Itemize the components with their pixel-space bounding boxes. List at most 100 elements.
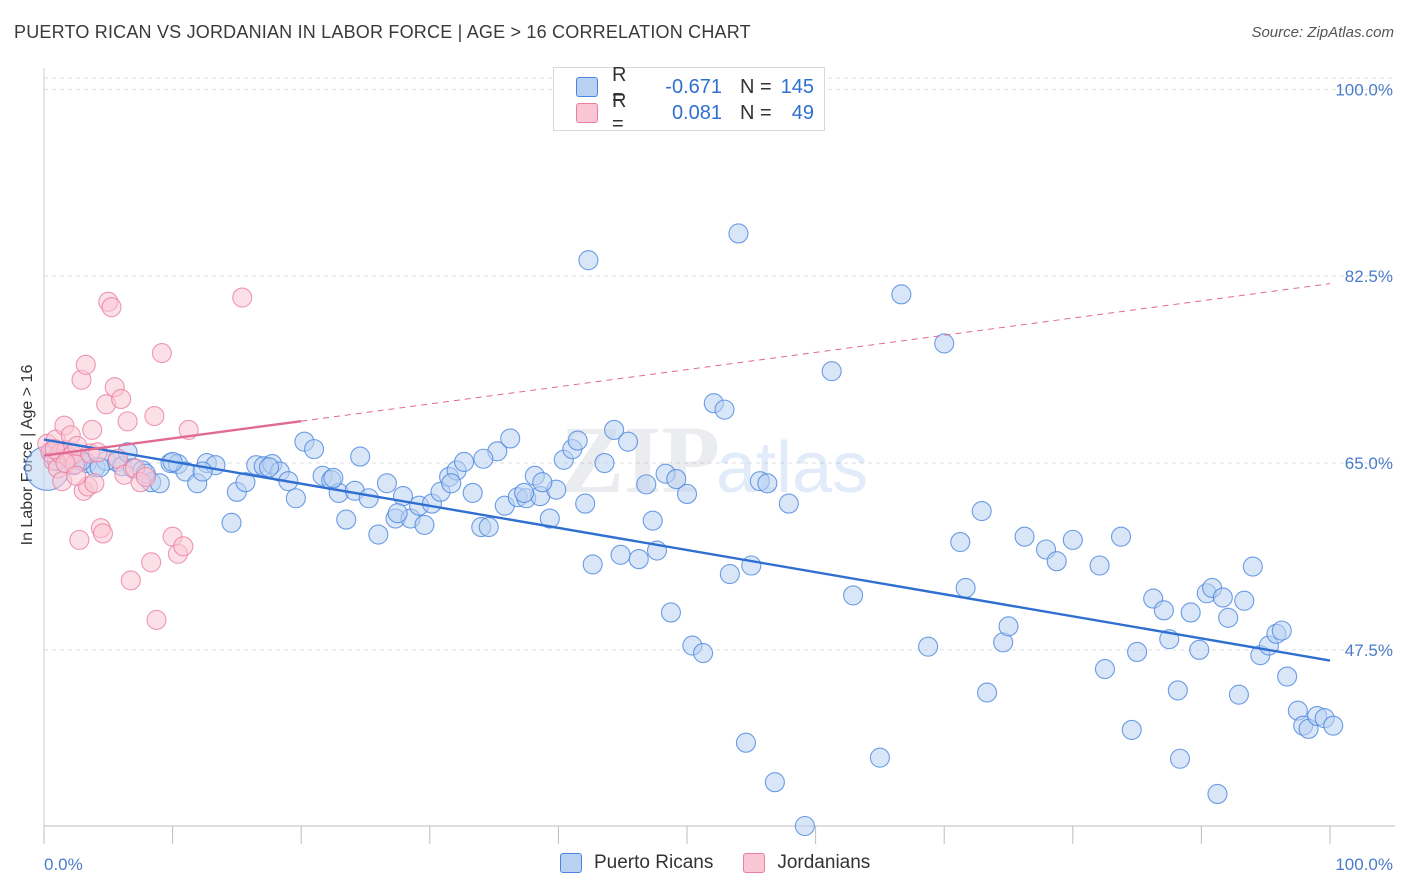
y-tick-labels: 47.5% 65.0% 82.5% 100.0% (1335, 80, 1393, 659)
puerto-rican-point-72 (604, 419, 625, 440)
puerto-rican-point-109 (1046, 551, 1067, 572)
puerto-rican-point-63 (539, 508, 560, 529)
puerto-rican-point-53 (462, 482, 483, 503)
puerto-rican-trend-line (43, 438, 1331, 662)
y-tick-label-0: 47.5% (1345, 641, 1393, 660)
puerto-rican-point-42 (376, 473, 397, 494)
puerto-rican-point-151 (473, 448, 494, 469)
puerto-rican-point-23 (221, 512, 242, 533)
jordanian-point-21 (84, 473, 105, 494)
y-tick-label-1: 65.0% (1345, 454, 1393, 473)
puerto-rican-point-25 (235, 472, 256, 493)
jordanian-point-48 (66, 465, 87, 486)
puerto-rican-point-80 (660, 602, 681, 623)
x-tick-labels: 0.0% 100.0% (44, 855, 1393, 874)
legend-r-label: R = (612, 64, 627, 109)
puerto-rican-point-85 (714, 399, 735, 420)
puerto-rican-point-110 (1062, 529, 1083, 550)
series-puerto-ricans (24, 223, 1344, 837)
puerto-rican-point-119 (1167, 680, 1188, 701)
source-label: Source: ZipAtlas.com (1251, 24, 1394, 41)
legend-r-label: R = (612, 90, 627, 135)
y-tick-label-3: 100.0% (1335, 80, 1393, 99)
jordanian-point-22 (87, 442, 108, 463)
jordanian-point-30 (111, 388, 132, 410)
puerto-rican-point-106 (998, 616, 1019, 637)
puerto-rican-point-75 (628, 549, 649, 570)
jordanian-trend-line-solid (43, 419, 302, 457)
legend-r-value: 0.081 (671, 101, 722, 124)
puerto-rican-point-117 (1153, 600, 1174, 621)
puerto-rican-point-71 (594, 452, 615, 474)
series-legend-item-jordanians: Jordanians (743, 852, 870, 874)
trend-lines (43, 283, 1331, 662)
series-legend-item-puerto-ricans: Puerto Ricans (560, 852, 713, 874)
legend-n-label: N = (740, 101, 772, 124)
puerto-rican-point-148 (323, 467, 344, 489)
puerto-rican-point-83 (693, 642, 714, 664)
series-legend-label: Jordanians (777, 852, 871, 873)
puerto-rican-point-37 (336, 509, 357, 530)
jordanian-point-33 (120, 570, 141, 591)
puerto-rican-point-154 (666, 468, 687, 490)
puerto-rican-point-141 (1323, 715, 1344, 736)
jordanian-point-38 (144, 405, 165, 427)
jordanian-point-39 (146, 609, 167, 631)
puerto-rican-point-130 (1242, 556, 1263, 577)
puerto-rican-point-102 (955, 577, 976, 598)
puerto-rican-point-47 (414, 514, 435, 535)
puerto-rican-point-150 (441, 473, 462, 494)
jordanian-point-40 (151, 343, 172, 364)
puerto-rican-point-31 (285, 488, 306, 509)
legend: R = -0.671 N = 145 R = 0.081 N = 49 (553, 64, 825, 135)
puerto-rican-point-152 (514, 482, 535, 503)
legend-n-value: 145 (780, 75, 814, 98)
jordanian-point-37 (141, 552, 162, 573)
puerto-rican-point-86 (719, 563, 740, 585)
puerto-rican-point-92 (764, 772, 785, 793)
legend-row-puerto-ricans: R = -0.671 N = 145 (576, 64, 814, 109)
puerto-rican-point-147 (258, 457, 280, 478)
x-tick-label-1: 100.0% (1335, 855, 1393, 874)
puerto-rican-point-115 (1127, 641, 1148, 663)
puerto-rican-point-100 (934, 333, 955, 354)
puerto-rican-point-94 (794, 815, 815, 837)
puerto-rican-point-149 (387, 503, 408, 524)
puerto-rican-point-67 (567, 430, 588, 451)
puerto-rican-point-88 (735, 732, 756, 753)
jordanian-point-17 (75, 354, 96, 375)
puerto-rican-point-39 (350, 446, 371, 467)
puerto-rican-point-87 (728, 223, 749, 244)
puerto-rican-point-99 (918, 636, 939, 657)
legend-swatch-jordanians (576, 103, 598, 123)
puerto-rican-point-104 (977, 682, 998, 703)
puerto-rican-point-81 (676, 483, 698, 505)
puerto-rican-point-111 (1089, 555, 1110, 576)
jordanian-point-36 (135, 466, 156, 487)
series-legend: Puerto Ricans Jordanians (560, 852, 900, 874)
puerto-rican-point-52 (454, 451, 475, 472)
puerto-rican-point-40 (358, 488, 379, 509)
series-legend-label: Puerto Ricans (594, 852, 714, 873)
puerto-rican-point-153 (532, 472, 553, 493)
legend-r-value: -0.671 (665, 75, 722, 98)
jordanian-point-32 (117, 411, 138, 432)
puerto-rican-point-98 (891, 284, 912, 305)
jordanian-point-14 (69, 529, 90, 550)
legend-row-jordanians: R = 0.081 N = 49 (576, 90, 814, 135)
jordanian-point-24 (92, 523, 113, 544)
puerto-rican-point-95 (821, 361, 842, 382)
watermark: ZIP atlas (560, 406, 868, 513)
puerto-rican-point-129 (1234, 590, 1255, 611)
puerto-rican-point-101 (950, 531, 971, 553)
puerto-rican-point-122 (1189, 639, 1210, 660)
puerto-rican-point-127 (1218, 607, 1239, 628)
puerto-rican-point-69 (578, 250, 599, 271)
puerto-rican-point-112 (1094, 659, 1115, 680)
puerto-rican-point-107 (1014, 526, 1035, 547)
puerto-rican-point-58 (500, 428, 521, 449)
puerto-rican-point-70 (582, 554, 603, 575)
puerto-rican-point-41 (368, 524, 389, 545)
puerto-rican-point-113 (1110, 526, 1132, 547)
